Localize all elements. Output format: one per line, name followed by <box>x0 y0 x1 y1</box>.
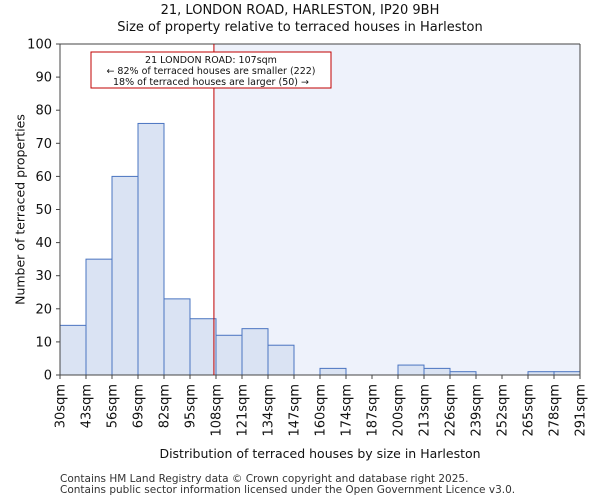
x-tick-label: 252sqm <box>496 384 511 437</box>
y-axis-label: Number of terraced properties <box>12 114 28 305</box>
x-axis-label: Distribution of terraced houses by size … <box>159 446 481 461</box>
footer-line-2: Contains public sector information licen… <box>60 484 516 496</box>
bar <box>85 258 113 376</box>
y-tick-label: 100 <box>27 38 52 53</box>
larger-region-shade <box>213 44 581 375</box>
x-tick-label: 160sqm <box>314 384 329 437</box>
y-tick-label: 10 <box>35 335 52 350</box>
x-tick-label: 265sqm <box>522 384 537 437</box>
x-tick-label: 69sqm <box>132 384 147 428</box>
y-tick-label: 90 <box>35 71 52 86</box>
annotation-line-3: 18% of terraced houses are larger (50) → <box>113 77 309 88</box>
y-tick-label: 40 <box>35 236 52 251</box>
bar <box>189 318 217 376</box>
bar <box>215 334 243 376</box>
x-tick-label: 95sqm <box>184 384 199 428</box>
bar <box>397 364 425 376</box>
y-tick-label: 20 <box>35 302 52 317</box>
annotation-line-2: ← 82% of terraced houses are smaller (22… <box>106 66 315 77</box>
x-tick-label: 174sqm <box>340 384 355 437</box>
x-tick-label: 187sqm <box>366 384 381 437</box>
y-tick-label: 70 <box>35 137 52 152</box>
x-tick-label: 56sqm <box>106 384 121 428</box>
x-tick-label: 43sqm <box>80 384 95 428</box>
x-tick-label: 121sqm <box>236 384 251 437</box>
x-tick-label: 239sqm <box>470 384 485 437</box>
y-tick-label: 0 <box>44 369 52 384</box>
y-tick-label: 60 <box>35 170 52 185</box>
y-tick-label: 50 <box>35 203 52 218</box>
x-tick-label: 213sqm <box>418 384 433 437</box>
x-tick-label: 82sqm <box>158 384 173 428</box>
chart-title: 21, LONDON ROAD, HARLESTON, IP20 9BH <box>160 3 440 18</box>
x-tick-label: 30sqm <box>54 384 69 428</box>
annotation-box <box>90 51 332 89</box>
chart-subtitle: Size of property relative to terraced ho… <box>117 20 483 35</box>
bar <box>59 324 87 376</box>
y-tick-label: 30 <box>35 269 52 284</box>
x-tick-label: 226sqm <box>444 384 459 437</box>
bar <box>137 122 165 376</box>
bar <box>163 298 191 376</box>
bar <box>267 344 295 376</box>
annotation-line-1: 21 LONDON ROAD: 107sqm <box>145 55 277 66</box>
bar <box>423 367 451 376</box>
footer-line-1: Contains HM Land Registry data © Crown c… <box>60 473 469 485</box>
x-tick-label: 134sqm <box>262 384 277 437</box>
bar <box>319 367 347 376</box>
y-tick-label: 80 <box>35 104 52 119</box>
x-tick-label: 200sqm <box>392 384 407 437</box>
x-tick-label: 278sqm <box>548 384 563 437</box>
x-tick-label: 108sqm <box>210 384 225 437</box>
bar <box>111 175 139 376</box>
x-tick-label: 291sqm <box>574 384 589 437</box>
x-tick-label: 147sqm <box>288 384 303 437</box>
bar <box>241 328 269 376</box>
